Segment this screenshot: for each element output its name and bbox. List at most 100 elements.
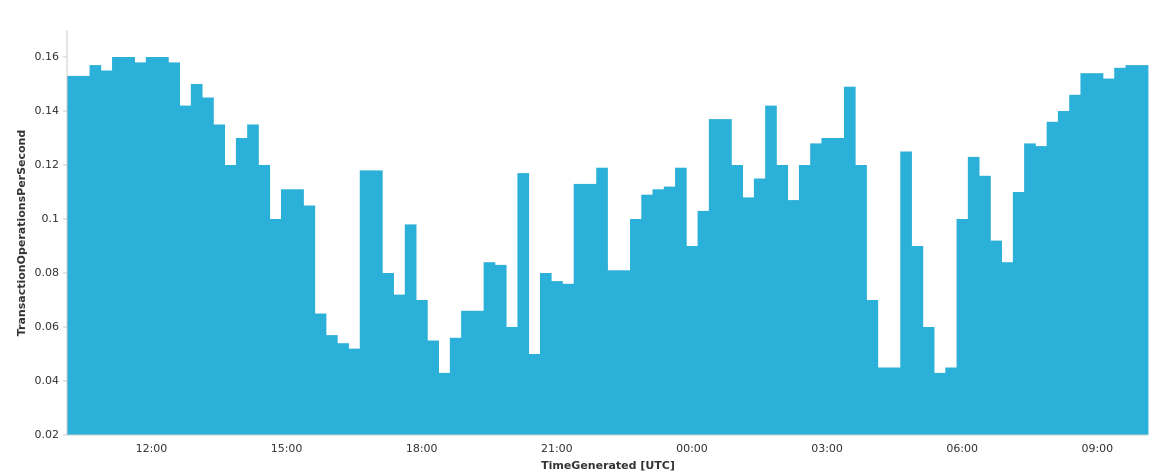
bar (753, 178, 766, 435)
bar (979, 175, 991, 436)
bar (247, 124, 259, 435)
bar (89, 65, 102, 435)
bar (427, 340, 439, 435)
bar (359, 170, 372, 435)
bar (461, 310, 473, 435)
bar (900, 151, 912, 435)
bar (348, 348, 361, 435)
bar (1125, 65, 1138, 435)
bar (618, 270, 631, 435)
bar (258, 165, 271, 435)
y-tick-label: 0.02 (35, 428, 60, 441)
bar (742, 197, 755, 435)
bar (1001, 262, 1014, 435)
bar (686, 246, 698, 435)
y-tick-label: 0.1 (42, 212, 60, 225)
bar (956, 219, 969, 435)
bar (551, 281, 563, 435)
bar (911, 246, 924, 435)
bar (776, 165, 789, 435)
bar (112, 57, 124, 435)
bar (404, 224, 417, 435)
bar (1057, 111, 1070, 435)
bar (810, 143, 822, 435)
bar (945, 367, 957, 435)
bar (190, 84, 203, 435)
bar (123, 57, 135, 435)
bar (213, 124, 226, 435)
bar (517, 173, 530, 435)
bar (393, 294, 406, 435)
bar (1114, 67, 1126, 436)
bar (1046, 121, 1059, 436)
bar (528, 354, 541, 435)
bar (607, 270, 620, 435)
bar (630, 219, 642, 435)
bar (641, 194, 653, 435)
bar (967, 156, 980, 435)
y-tick-label: 0.12 (35, 158, 60, 171)
bar (314, 313, 327, 435)
bar (438, 372, 451, 435)
x-tick-label: 18:00 (406, 442, 438, 455)
x-tick-label: 12:00 (136, 442, 168, 455)
bar (1035, 146, 1048, 435)
bar (787, 200, 800, 435)
bar (325, 335, 338, 435)
y-tick-label: 0.16 (35, 50, 60, 63)
bar (1024, 143, 1036, 435)
bar (855, 165, 867, 435)
bar (1080, 73, 1093, 435)
x-tick-label: 03:00 (811, 442, 843, 455)
bar (494, 264, 507, 435)
bar (596, 167, 608, 435)
bar (78, 75, 90, 436)
bar (371, 170, 383, 435)
bar (1136, 65, 1149, 435)
bar (1102, 78, 1115, 435)
bar (269, 219, 282, 435)
bar (731, 165, 744, 435)
bar (202, 97, 214, 435)
bar (168, 62, 181, 436)
bar (179, 105, 192, 435)
bar (990, 240, 1003, 435)
bar (506, 327, 518, 435)
bar (877, 367, 890, 435)
bar (663, 186, 676, 435)
bar (1069, 94, 1081, 436)
bar (416, 300, 428, 435)
bar (280, 189, 293, 435)
bar (765, 105, 777, 435)
x-tick-label: 15:00 (271, 442, 303, 455)
bar (235, 138, 248, 435)
bar (697, 210, 710, 435)
bar (675, 167, 687, 435)
bar (652, 189, 665, 435)
bar (303, 205, 316, 435)
bar (292, 189, 304, 435)
bar (539, 273, 552, 435)
bar (832, 138, 845, 435)
y-tick-label: 0.08 (35, 266, 60, 279)
bar (584, 183, 597, 435)
bar (145, 57, 158, 435)
bar (889, 367, 901, 435)
bar (922, 327, 935, 435)
y-tick-label: 0.04 (35, 374, 60, 387)
bar (708, 119, 721, 435)
bar (866, 300, 879, 435)
bar (224, 165, 237, 435)
bar (562, 283, 575, 435)
bar (720, 119, 732, 435)
bar (843, 86, 856, 435)
bar (573, 183, 586, 435)
y-axis-title: TransactionOperationsPerSecond (15, 130, 28, 337)
bar (449, 337, 462, 435)
x-tick-label: 09:00 (1081, 442, 1113, 455)
y-tick-label: 0.06 (35, 320, 60, 333)
bar (100, 70, 113, 435)
bar (1091, 73, 1104, 435)
